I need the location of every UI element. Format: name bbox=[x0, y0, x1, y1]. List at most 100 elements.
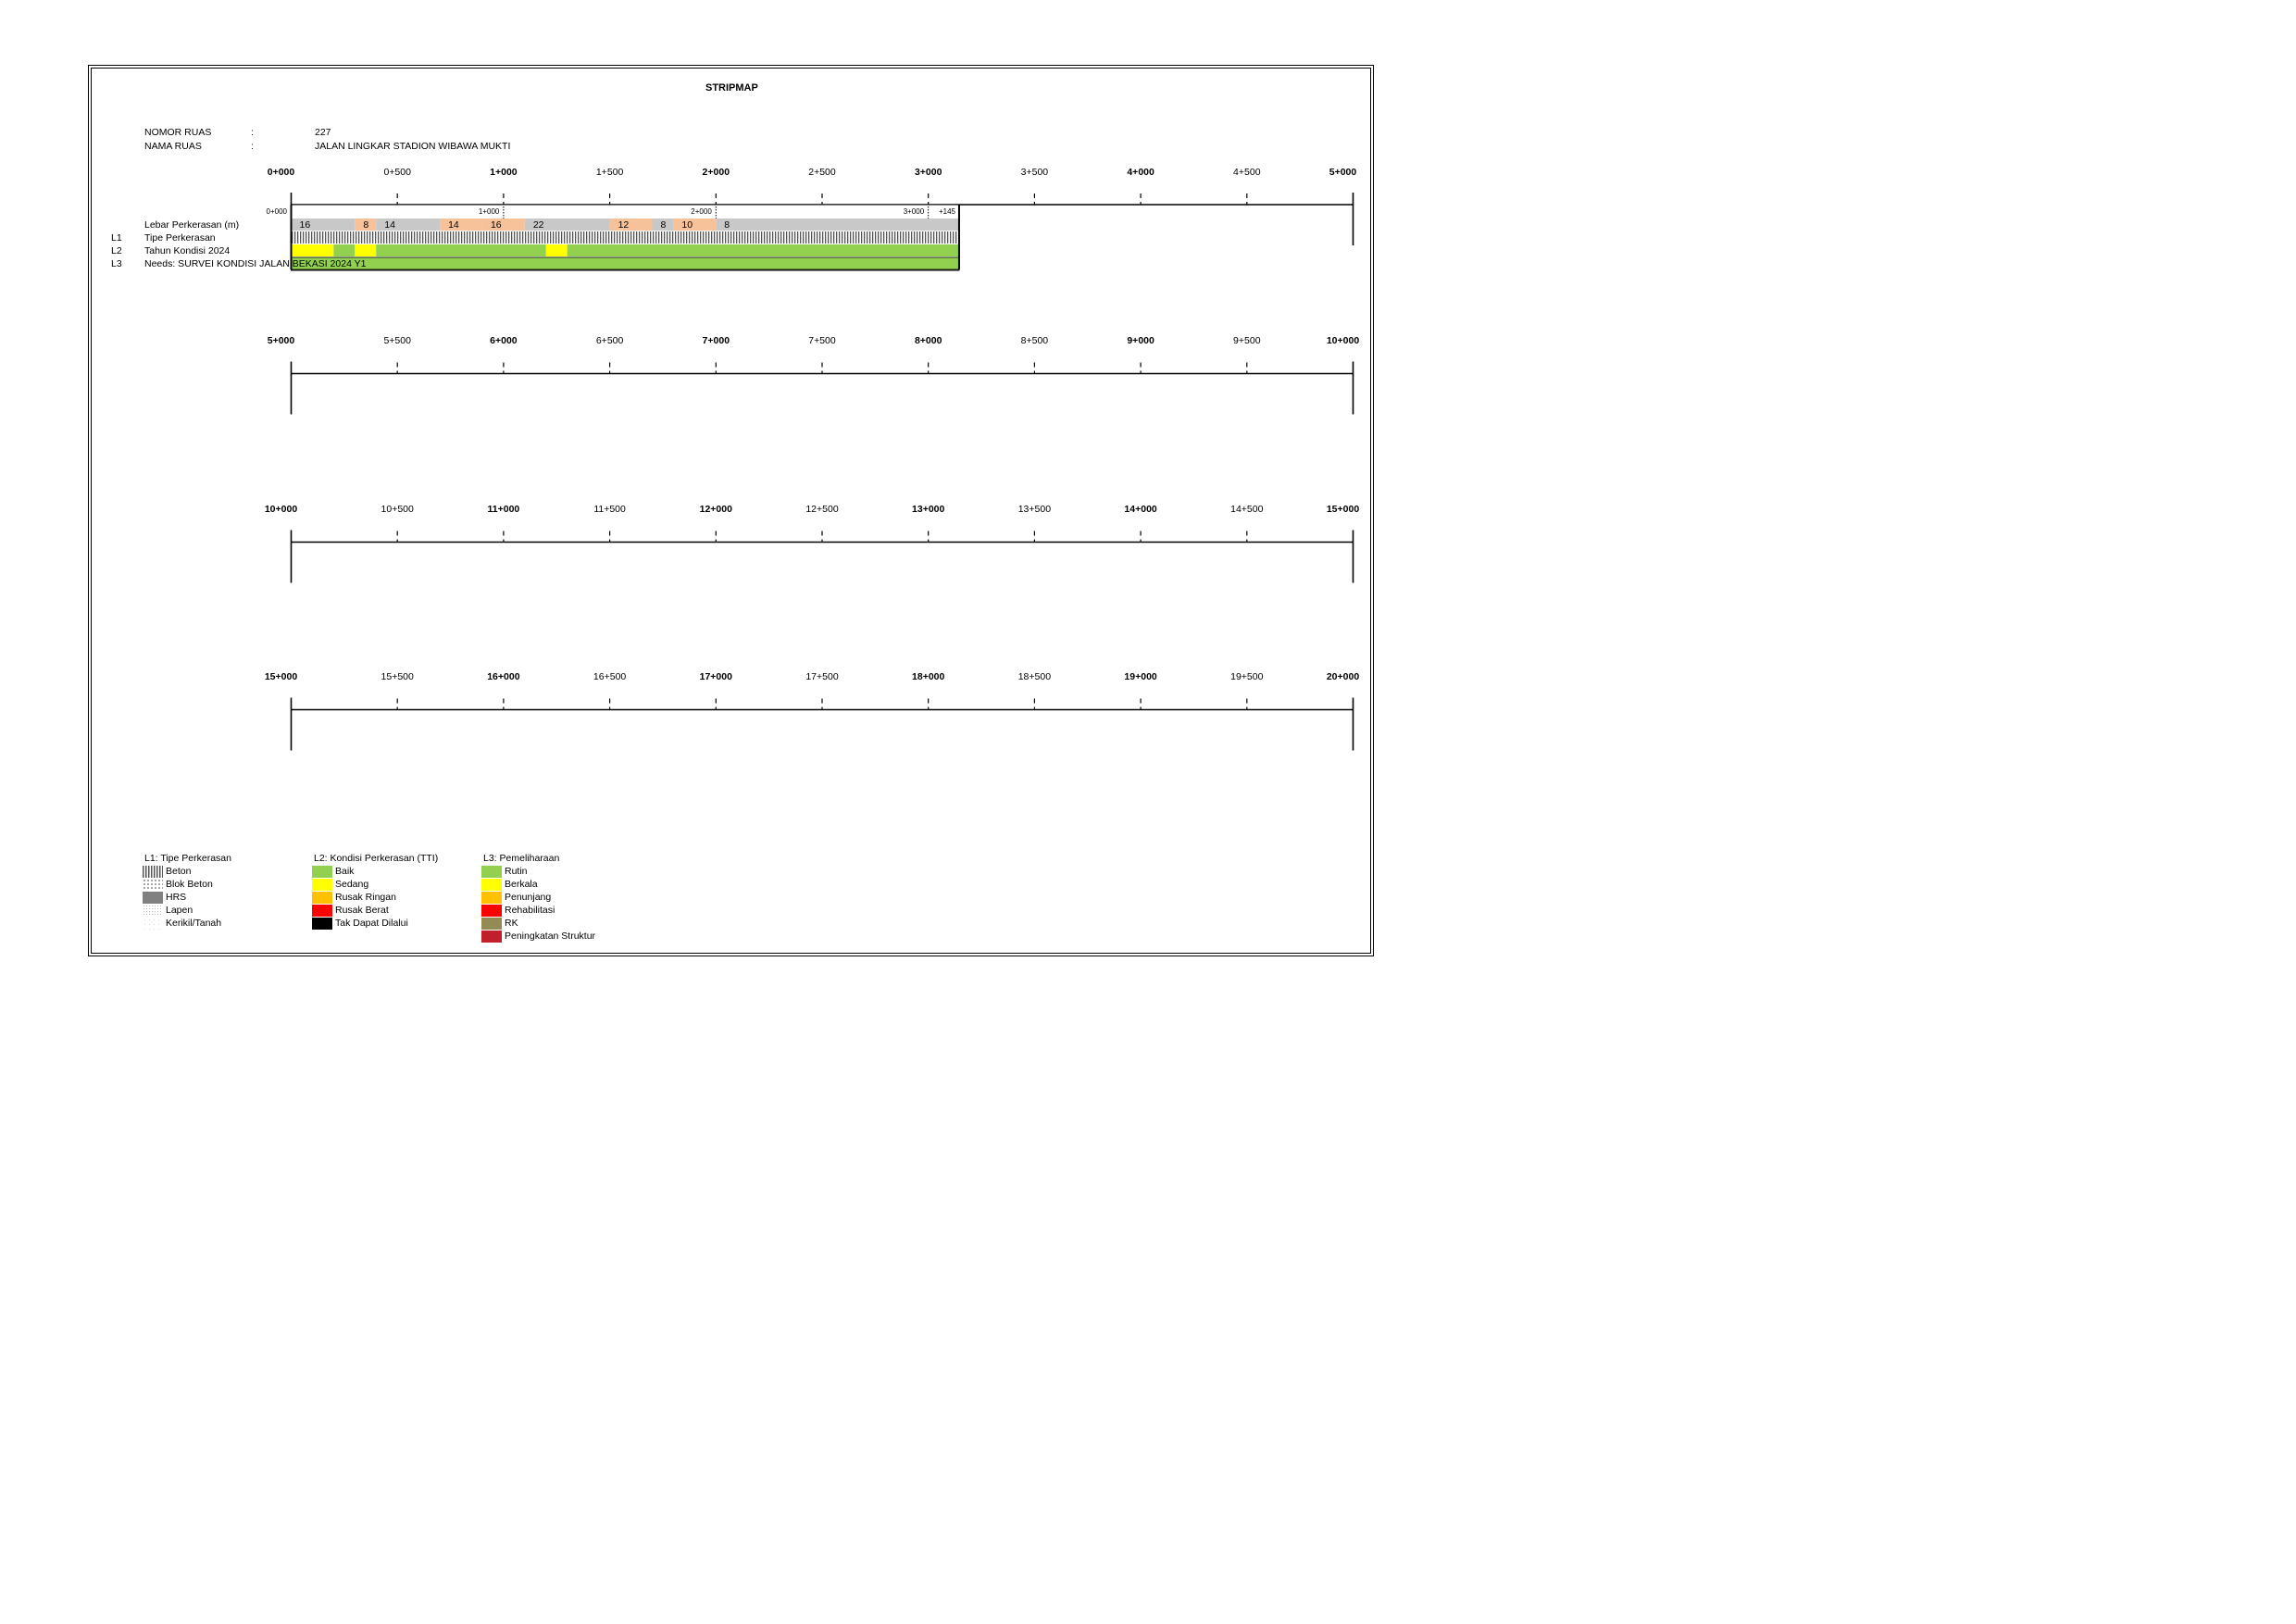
nomor-ruas-value: 227 bbox=[315, 127, 331, 138]
legend-swatch bbox=[143, 892, 163, 904]
sub-km-label: +145 bbox=[938, 207, 955, 216]
legend-item-label: Sedang bbox=[335, 879, 369, 890]
legend-item-label: Blok Beton bbox=[166, 879, 213, 890]
layer-code: L3 bbox=[111, 258, 122, 269]
width-value: 16 bbox=[490, 219, 502, 231]
tick-label: 17+500 bbox=[805, 671, 839, 682]
tick-label: 8+000 bbox=[914, 335, 942, 346]
width-value: 14 bbox=[448, 219, 459, 231]
layer-name: Lebar Perkerasan (m) bbox=[144, 219, 240, 231]
tick-label: 10+000 bbox=[1326, 335, 1360, 346]
layer-code: L2 bbox=[111, 245, 122, 256]
tick-label: 16+500 bbox=[593, 671, 627, 682]
width-segment bbox=[673, 219, 717, 231]
tick-label: 1+000 bbox=[490, 167, 518, 178]
width-segment bbox=[355, 219, 377, 231]
tick-label: 7+500 bbox=[808, 335, 836, 346]
width-segment bbox=[716, 219, 959, 231]
legend-item-label: Rehabilitasi bbox=[505, 905, 555, 916]
sub-km-label: 3+000 bbox=[903, 207, 925, 216]
tick-label: 11+500 bbox=[593, 504, 626, 515]
tick-label: 0+000 bbox=[267, 167, 295, 178]
nama-ruas-label: NAMA RUAS bbox=[144, 141, 202, 152]
condition-segment bbox=[355, 244, 377, 256]
width-value: 14 bbox=[384, 219, 395, 231]
tick-label: 1+500 bbox=[595, 167, 624, 178]
layer-name: Tahun Kondisi 2024 bbox=[144, 245, 231, 256]
width-segment bbox=[440, 219, 482, 231]
tick-label: 7+000 bbox=[702, 335, 730, 346]
tick-label: 14+500 bbox=[1230, 504, 1264, 515]
tick-label: 9+000 bbox=[1127, 335, 1154, 346]
layer-name: Needs: SURVEI KONDISI JALAN BEKASI 2024 … bbox=[144, 258, 367, 269]
needs-segment bbox=[291, 256, 960, 270]
tick-label: 4+000 bbox=[1127, 167, 1154, 178]
tick-label: 12+000 bbox=[699, 504, 732, 515]
tick-label: 13+000 bbox=[912, 504, 945, 515]
tick-label: 2+000 bbox=[702, 167, 730, 178]
legend-swatch bbox=[481, 918, 502, 930]
tick-label: 2+500 bbox=[808, 167, 836, 178]
tick-label: 6+000 bbox=[490, 335, 518, 346]
legend-item-label: Beton bbox=[166, 866, 192, 877]
legend-title-l1: L1: Tipe Perkerasan bbox=[144, 853, 231, 864]
tick-label: 5+000 bbox=[267, 335, 295, 346]
tick-label: 3+500 bbox=[1020, 167, 1049, 178]
legend-swatch bbox=[143, 918, 163, 930]
legend-swatch bbox=[481, 931, 502, 943]
stripmap-canvas bbox=[290, 193, 1354, 751]
legend-item-label: Rusak Berat bbox=[335, 905, 389, 916]
tick-label: 0+500 bbox=[383, 167, 411, 178]
tick-label: 10+000 bbox=[264, 504, 298, 515]
legend-swatch bbox=[312, 892, 332, 904]
tick-label: 4+500 bbox=[1233, 167, 1261, 178]
tick-label: 15+000 bbox=[1326, 504, 1360, 515]
tick-label: 10+500 bbox=[381, 504, 414, 515]
tick-label: 15+000 bbox=[264, 671, 298, 682]
tick-label: 14+000 bbox=[1124, 504, 1157, 515]
tick-label: 19+500 bbox=[1230, 671, 1264, 682]
width-value: 10 bbox=[681, 219, 693, 231]
width-segment bbox=[524, 219, 610, 231]
axes-layer bbox=[290, 193, 1354, 751]
legend-title-l2: L2: Kondisi Perkerasan (TTI) bbox=[314, 853, 439, 864]
legend-item-label: Rutin bbox=[505, 866, 528, 877]
legend-swatch bbox=[143, 879, 163, 891]
nama-ruas-separator: : bbox=[251, 141, 254, 152]
condition-segment bbox=[545, 244, 568, 256]
tick-label: 20+000 bbox=[1326, 671, 1360, 682]
tick-label: 19+000 bbox=[1124, 671, 1157, 682]
sub-km-label: 1+000 bbox=[478, 207, 500, 216]
tick-label: 15+500 bbox=[381, 671, 414, 682]
width-segment bbox=[481, 219, 525, 231]
sub-km-label: 2+000 bbox=[691, 207, 712, 216]
width-value: 8 bbox=[660, 219, 667, 231]
width-value: 12 bbox=[618, 219, 630, 231]
layer-code: L1 bbox=[111, 232, 122, 244]
width-value: 8 bbox=[363, 219, 369, 231]
road-layers bbox=[290, 204, 960, 271]
nama-ruas-value: JALAN LINGKAR STADION WIBAWA MUKTI bbox=[315, 141, 511, 152]
tick-label: 11+000 bbox=[487, 504, 520, 515]
page-title: STRIPMAP bbox=[705, 82, 758, 94]
tick-label: 13+500 bbox=[1017, 504, 1052, 515]
legend-item-label: Tak Dapat Dilalui bbox=[335, 918, 408, 929]
legend-swatch bbox=[312, 918, 332, 930]
legend-item-label: Berkala bbox=[505, 879, 538, 890]
tick-label: 12+500 bbox=[805, 504, 839, 515]
legend-swatch bbox=[143, 866, 163, 878]
legend-item-label: HRS bbox=[166, 892, 187, 903]
sub-km-label: 0+000 bbox=[266, 207, 287, 216]
legend-title-l3: L3: Pemeliharaan bbox=[483, 853, 560, 864]
legend-swatch bbox=[312, 866, 332, 878]
tick-label: 3+000 bbox=[914, 167, 942, 178]
width-value: 22 bbox=[532, 219, 544, 231]
condition-segment bbox=[376, 244, 546, 256]
width-value: 16 bbox=[299, 219, 311, 231]
tick-label: 6+500 bbox=[595, 335, 624, 346]
legend-swatch bbox=[143, 905, 163, 917]
page-frame-outer bbox=[88, 65, 1374, 956]
condition-segment bbox=[567, 244, 959, 256]
width-segment bbox=[291, 219, 356, 231]
legend-swatch bbox=[481, 905, 502, 917]
